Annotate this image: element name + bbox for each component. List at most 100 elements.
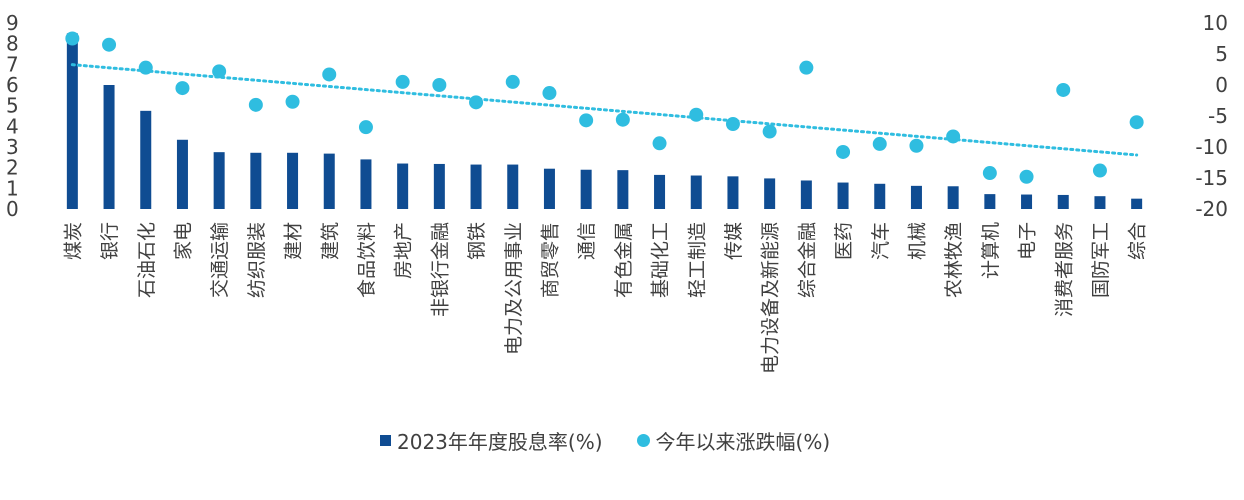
bar: [1021, 194, 1033, 209]
bar: [433, 163, 445, 209]
category-label: 消费者服务: [1053, 222, 1075, 317]
bar-series: [66, 33, 1143, 210]
left-tick-label: 9: [6, 11, 19, 35]
scatter-point: [872, 136, 887, 151]
bar: [176, 139, 188, 209]
category-label: 综合: [1127, 222, 1149, 260]
left-tick-label: 0: [6, 197, 19, 221]
bar: [727, 176, 739, 209]
scatter-point: [1092, 163, 1107, 178]
bar: [690, 175, 702, 209]
bar: [140, 110, 152, 209]
category-label: 基础化工: [650, 222, 672, 298]
right-tick-label: -5: [1208, 104, 1228, 128]
scatter-series: [65, 31, 1144, 184]
legend: 2023年年度股息率(%) 今年以来涨跌幅(%): [380, 426, 830, 455]
scatter-point: [248, 97, 263, 112]
category-label: 轻工制造: [686, 222, 708, 298]
category-label: 建筑: [319, 222, 341, 260]
right-tick-label: 5: [1215, 42, 1228, 66]
scatter-point: [762, 124, 777, 139]
category-label: 交通运输: [209, 222, 231, 298]
scatter-point: [982, 166, 997, 181]
scatter-point: [469, 95, 484, 110]
scatter-point: [689, 107, 704, 122]
bar: [984, 194, 996, 209]
scatter-point: [1056, 82, 1071, 97]
category-label: 家电: [172, 222, 194, 260]
bar: [250, 152, 262, 209]
right-axis-ticks: 10 5 0 -5 -10 -15 -20: [1195, 11, 1228, 221]
bar: [470, 164, 482, 209]
legend-label-scatter: 今年以来涨跌幅(%): [655, 430, 831, 454]
scatter-point: [505, 74, 520, 89]
scatter-point: [579, 113, 594, 128]
bar: [103, 85, 115, 209]
category-label: 传媒: [723, 222, 745, 260]
scatter-point: [1129, 115, 1144, 130]
category-label: 建材: [283, 222, 305, 260]
legend-swatch-scatter: [636, 434, 650, 447]
bar: [1131, 198, 1143, 209]
category-label: 钢铁: [466, 222, 488, 260]
scatter-point: [542, 86, 557, 101]
left-tick-label: 8: [6, 32, 19, 56]
scatter-point: [102, 37, 117, 52]
legend-swatch-bar: [380, 435, 391, 446]
category-label: 房地产: [393, 222, 415, 279]
trendline: [70, 63, 1139, 157]
left-tick-label: 3: [6, 135, 19, 159]
left-tick-label: 5: [6, 94, 19, 118]
scatter-point: [615, 112, 630, 127]
category-label: 电力设备及新能源: [760, 222, 782, 374]
left-tick-label: 6: [6, 73, 19, 97]
category-label: 通信: [576, 222, 598, 260]
bar: [837, 182, 849, 209]
bar: [910, 185, 922, 209]
left-tick-label: 7: [6, 52, 19, 76]
category-label: 计算机: [980, 222, 1002, 279]
scatter-point: [65, 31, 80, 46]
category-label: 国防军工: [1090, 222, 1112, 298]
scatter-point: [1019, 169, 1034, 184]
category-labels: 煤炭 银行 石油石化 家电 交通运输 纺织服装 建材 建筑 食品饮料 房地产 非银行金融 钢铁 电力及公…: [62, 222, 1148, 374]
bar: [543, 168, 555, 209]
bar: [507, 164, 519, 209]
category-label: 农林牧渔: [943, 222, 965, 298]
category-label: 石油石化: [136, 222, 158, 298]
category-label: 医药: [833, 222, 855, 260]
bar: [66, 33, 78, 210]
bar: [287, 152, 299, 209]
scatter-point: [138, 60, 153, 75]
bar: [213, 152, 225, 209]
bar: [360, 159, 372, 209]
category-label: 食品饮料: [356, 222, 378, 298]
bar: [580, 169, 592, 209]
scatter-point: [322, 67, 337, 82]
left-tick-label: 2: [6, 156, 19, 180]
scatter-point: [836, 144, 851, 159]
bar: [764, 178, 776, 209]
right-tick-label: 0: [1215, 73, 1228, 97]
category-label: 有色金属: [613, 222, 635, 298]
right-tick-label: -10: [1195, 135, 1228, 159]
bar: [397, 163, 409, 209]
scatter-point: [358, 120, 373, 135]
scatter-point: [946, 129, 961, 144]
category-label: 电子: [1017, 222, 1039, 260]
trendline-path: [70, 63, 1139, 157]
scatter-point: [652, 136, 667, 151]
bar: [617, 170, 629, 209]
legend-item-bar: 2023年年度股息率(%): [380, 426, 603, 455]
scatter-point: [432, 78, 447, 92]
left-tick-label: 1: [6, 176, 19, 200]
left-tick-label: 4: [6, 114, 19, 138]
category-label: 非银行金融: [429, 222, 451, 317]
scatter-point: [395, 74, 410, 89]
category-label: 纺织服装: [246, 222, 268, 298]
category-label: 机械: [906, 222, 928, 260]
category-label: 煤炭: [62, 222, 84, 260]
right-tick-label: 10: [1203, 11, 1228, 35]
scatter-point: [285, 94, 300, 109]
